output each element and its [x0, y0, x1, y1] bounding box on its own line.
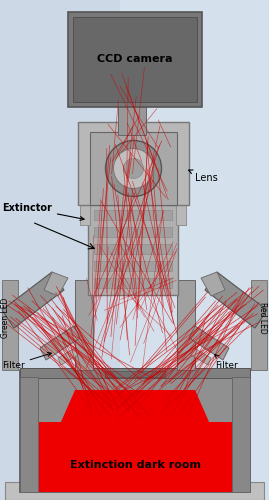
FancyBboxPatch shape: [94, 278, 172, 288]
Polygon shape: [58, 348, 78, 365]
FancyBboxPatch shape: [20, 368, 250, 378]
Text: Extinction dark room: Extinction dark room: [69, 460, 200, 470]
FancyBboxPatch shape: [176, 190, 186, 225]
FancyBboxPatch shape: [75, 280, 93, 370]
FancyBboxPatch shape: [78, 122, 189, 205]
FancyBboxPatch shape: [88, 200, 178, 295]
Text: Filter: Filter: [2, 352, 51, 370]
Polygon shape: [205, 272, 267, 328]
FancyBboxPatch shape: [94, 244, 172, 254]
Text: CCD camera: CCD camera: [97, 54, 173, 64]
Text: Green LED: Green LED: [2, 298, 10, 338]
Polygon shape: [201, 272, 225, 296]
Circle shape: [123, 158, 143, 178]
FancyBboxPatch shape: [94, 227, 172, 237]
Polygon shape: [32, 390, 238, 488]
FancyBboxPatch shape: [80, 190, 90, 225]
FancyBboxPatch shape: [105, 371, 165, 377]
FancyBboxPatch shape: [120, 0, 269, 500]
Text: Extinctor: Extinctor: [2, 203, 84, 220]
FancyBboxPatch shape: [2, 280, 18, 370]
Polygon shape: [44, 272, 68, 296]
Circle shape: [114, 148, 154, 188]
FancyBboxPatch shape: [118, 103, 146, 135]
Polygon shape: [40, 326, 80, 360]
FancyBboxPatch shape: [94, 261, 172, 271]
FancyBboxPatch shape: [94, 210, 172, 220]
Text: Red LED: Red LED: [259, 302, 267, 334]
FancyBboxPatch shape: [68, 12, 202, 107]
FancyBboxPatch shape: [73, 17, 197, 102]
FancyBboxPatch shape: [32, 422, 238, 492]
Polygon shape: [189, 326, 229, 360]
FancyBboxPatch shape: [177, 280, 195, 370]
Circle shape: [105, 140, 161, 196]
FancyBboxPatch shape: [20, 377, 38, 492]
FancyBboxPatch shape: [20, 370, 250, 492]
Text: Filter: Filter: [215, 354, 238, 370]
Polygon shape: [2, 272, 64, 328]
FancyBboxPatch shape: [90, 132, 177, 205]
FancyBboxPatch shape: [251, 280, 267, 370]
Polygon shape: [191, 348, 211, 365]
FancyBboxPatch shape: [5, 482, 264, 500]
FancyBboxPatch shape: [232, 377, 250, 492]
Text: Lens: Lens: [189, 170, 218, 183]
